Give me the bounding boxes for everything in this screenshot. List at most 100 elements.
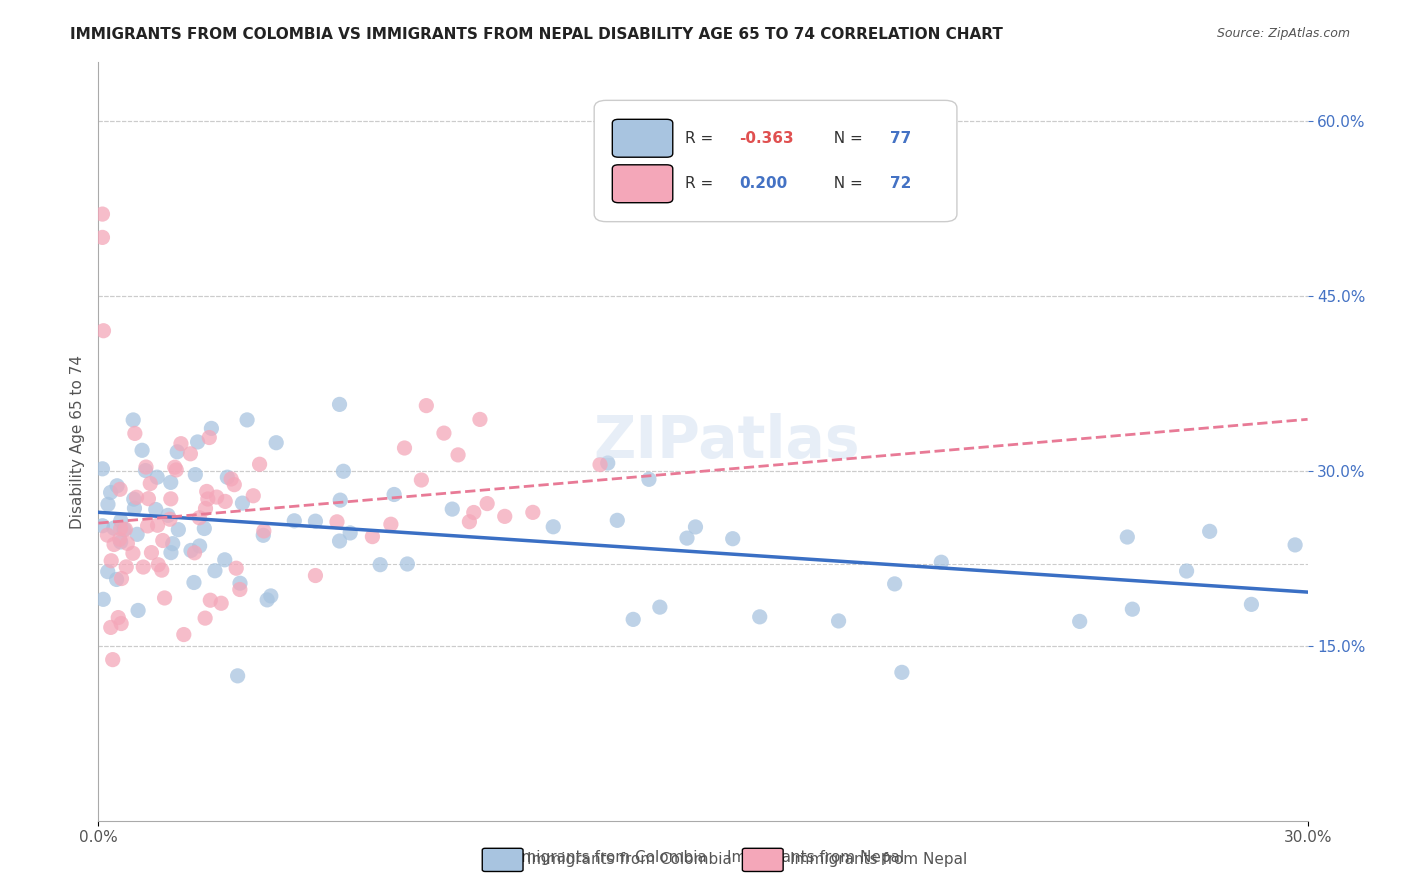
Immigrants from Nepal bbox=[522, 505, 544, 519]
Immigrants from Nepal bbox=[138, 491, 160, 506]
Immigrants from Nepal bbox=[214, 494, 236, 508]
Immigrants from Colombia bbox=[541, 520, 564, 534]
Immigrants from Colombia bbox=[160, 546, 183, 560]
Immigrants from Colombia bbox=[127, 527, 149, 541]
Immigrants from Colombia bbox=[1240, 598, 1263, 612]
Immigrants from Colombia bbox=[329, 493, 352, 508]
Immigrants from Colombia bbox=[748, 610, 770, 624]
Immigrants from Colombia bbox=[110, 514, 132, 528]
Immigrants from Colombia bbox=[200, 421, 222, 435]
Immigrants from Colombia bbox=[134, 464, 156, 478]
Immigrants from Nepal bbox=[110, 616, 132, 631]
Immigrants from Colombia bbox=[1175, 564, 1198, 578]
Immigrants from Colombia bbox=[827, 614, 849, 628]
Immigrants from Nepal bbox=[152, 533, 174, 548]
Immigrants from Nepal bbox=[139, 476, 162, 491]
Text: Immigrants from Colombia: Immigrants from Colombia bbox=[502, 850, 707, 865]
Immigrants from Colombia bbox=[339, 525, 361, 540]
Immigrants from Nepal bbox=[194, 611, 217, 625]
Immigrants from Nepal bbox=[107, 610, 129, 624]
Immigrants from Nepal bbox=[153, 591, 176, 605]
Immigrants from Nepal bbox=[91, 207, 114, 221]
Immigrants from Colombia bbox=[159, 475, 181, 490]
Immigrants from Colombia bbox=[183, 575, 205, 590]
Immigrants from Nepal bbox=[132, 560, 155, 574]
Immigrants from Colombia bbox=[145, 502, 167, 516]
Immigrants from Colombia bbox=[382, 487, 405, 501]
Immigrants from Colombia bbox=[256, 593, 278, 607]
Immigrants from Nepal bbox=[100, 554, 122, 568]
Immigrants from Colombia bbox=[162, 537, 184, 551]
Immigrants from Nepal bbox=[463, 506, 485, 520]
Immigrants from Nepal bbox=[141, 546, 163, 560]
Text: R =: R = bbox=[685, 177, 723, 191]
Immigrants from Colombia bbox=[131, 443, 153, 458]
Text: 0.200: 0.200 bbox=[740, 177, 787, 191]
Text: Immigrants from Nepal: Immigrants from Nepal bbox=[727, 850, 904, 865]
Immigrants from Nepal bbox=[249, 457, 271, 471]
Immigrants from Nepal bbox=[219, 472, 242, 486]
Immigrants from Colombia bbox=[1121, 602, 1143, 616]
Text: -0.363: -0.363 bbox=[740, 131, 794, 145]
Immigrants from Nepal bbox=[229, 582, 252, 597]
Immigrants from Nepal bbox=[93, 324, 115, 338]
Immigrants from Nepal bbox=[475, 497, 498, 511]
Immigrants from Nepal bbox=[195, 484, 218, 499]
Immigrants from Colombia bbox=[638, 472, 661, 486]
Immigrants from Colombia bbox=[721, 532, 744, 546]
Immigrants from Colombia bbox=[166, 445, 188, 459]
Immigrants from Colombia bbox=[112, 523, 135, 537]
Immigrants from Nepal bbox=[173, 627, 195, 641]
Immigrants from Colombia bbox=[180, 543, 202, 558]
Immigrants from Colombia bbox=[91, 518, 114, 533]
Immigrants from Nepal bbox=[242, 489, 264, 503]
Immigrants from Colombia bbox=[204, 564, 226, 578]
Immigrants from Colombia bbox=[229, 576, 252, 591]
FancyBboxPatch shape bbox=[612, 120, 672, 157]
Y-axis label: Disability Age 65 to 74: Disability Age 65 to 74 bbox=[69, 354, 84, 529]
Immigrants from Nepal bbox=[194, 501, 217, 516]
Immigrants from Nepal bbox=[163, 460, 186, 475]
Immigrants from Colombia bbox=[226, 669, 249, 683]
Text: R =: R = bbox=[685, 131, 718, 145]
Immigrants from Colombia bbox=[685, 520, 707, 534]
Text: Immigrants from Colombia: Immigrants from Colombia bbox=[527, 853, 733, 867]
Immigrants from Nepal bbox=[361, 530, 384, 544]
Immigrants from Nepal bbox=[101, 652, 124, 666]
Immigrants from Nepal bbox=[136, 519, 159, 533]
Immigrants from Colombia bbox=[124, 501, 146, 516]
Immigrants from Colombia bbox=[122, 413, 145, 427]
Immigrants from Nepal bbox=[103, 537, 125, 551]
Immigrants from Colombia bbox=[929, 555, 952, 569]
Immigrants from Nepal bbox=[209, 596, 232, 610]
Text: Source: ZipAtlas.com: Source: ZipAtlas.com bbox=[1216, 27, 1350, 40]
Immigrants from Nepal bbox=[124, 426, 146, 441]
Immigrants from Colombia bbox=[100, 485, 122, 500]
Immigrants from Nepal bbox=[146, 518, 169, 533]
Immigrants from Nepal bbox=[380, 517, 402, 532]
Immigrants from Colombia bbox=[156, 508, 179, 523]
Immigrants from Nepal bbox=[494, 509, 516, 524]
Immigrants from Colombia bbox=[1198, 524, 1220, 539]
Immigrants from Colombia bbox=[127, 603, 149, 617]
Immigrants from Nepal bbox=[200, 593, 222, 607]
Immigrants from Colombia bbox=[883, 577, 905, 591]
Immigrants from Nepal bbox=[188, 510, 211, 524]
Immigrants from Colombia bbox=[1284, 538, 1306, 552]
FancyBboxPatch shape bbox=[595, 101, 957, 222]
Immigrants from Nepal bbox=[183, 546, 205, 560]
Immigrants from Nepal bbox=[91, 230, 114, 244]
Immigrants from Colombia bbox=[304, 514, 326, 528]
Immigrants from Colombia bbox=[97, 565, 120, 579]
FancyBboxPatch shape bbox=[612, 165, 672, 202]
Immigrants from Nepal bbox=[165, 463, 187, 477]
Immigrants from Nepal bbox=[179, 447, 201, 461]
Immigrants from Colombia bbox=[283, 514, 305, 528]
Immigrants from Nepal bbox=[225, 561, 247, 575]
Immigrants from Nepal bbox=[224, 477, 246, 491]
Immigrants from Colombia bbox=[1069, 615, 1091, 629]
Immigrants from Nepal bbox=[122, 546, 145, 560]
Immigrants from Colombia bbox=[441, 502, 464, 516]
Immigrants from Colombia bbox=[188, 539, 211, 553]
Immigrants from Colombia bbox=[184, 467, 207, 482]
